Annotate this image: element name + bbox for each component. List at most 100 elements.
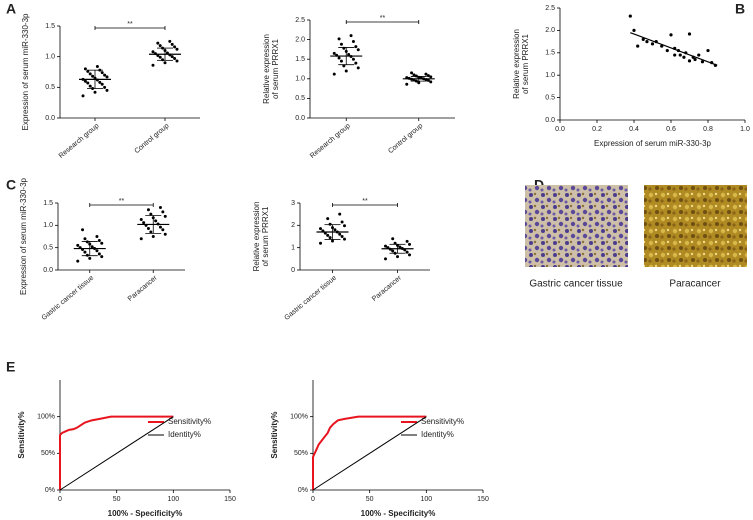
significance-label: ** (380, 15, 386, 22)
x-tick-label: 150 (477, 496, 489, 503)
data-point (173, 57, 177, 61)
roc-line (59, 416, 174, 491)
y-tick-label: 2.5 (295, 17, 305, 24)
data-point (170, 42, 174, 46)
data-point (339, 59, 343, 63)
data-point (76, 259, 80, 263)
y-tick-label: 1.0 (545, 72, 555, 79)
data-point (97, 252, 101, 256)
data-point (412, 73, 416, 77)
data-point (356, 66, 360, 70)
data-point (424, 72, 428, 76)
x-tick-label: 0 (58, 496, 62, 503)
data-point (340, 235, 344, 238)
y-tick-label: 2.0 (295, 36, 305, 43)
y-axis-label: Sensitivity% (17, 411, 26, 458)
data-point (343, 224, 346, 228)
data-point (103, 73, 107, 77)
y-axis-label: Relative expression (252, 202, 261, 272)
y-tick-label: 1 (291, 245, 295, 252)
data-point (347, 52, 351, 56)
y-axis-label: of serum PRRX1 (521, 33, 530, 94)
y-axis-label: Expression of serum miR-330-3p (19, 177, 28, 294)
y-tick-label: 0.0 (43, 267, 53, 274)
data-point (319, 227, 322, 231)
y-axis-label: Sensitivity% (270, 411, 279, 458)
data-point (384, 244, 387, 248)
y-axis-label: of serum PRRX1 (271, 38, 280, 99)
data-point (351, 40, 355, 44)
data-point (161, 58, 165, 62)
x-tick-label: 0.0 (555, 126, 565, 133)
data-point (90, 245, 94, 249)
data-point (678, 53, 682, 57)
data-point (170, 55, 174, 59)
data-point (682, 55, 686, 59)
data-point (339, 42, 343, 46)
x-tick-label: 50 (366, 496, 374, 503)
data-point (328, 236, 332, 240)
data-point (337, 56, 341, 60)
data-point (83, 67, 87, 71)
data-point (154, 219, 158, 223)
data-point (100, 255, 104, 259)
data-point (168, 39, 172, 43)
legend-label: Sensitivity% (168, 417, 211, 426)
y-tick-label: 100% (290, 414, 308, 421)
data-point (86, 69, 90, 73)
x-tick-label: 150 (224, 496, 236, 503)
data-point (83, 79, 87, 83)
data-point (100, 82, 104, 86)
data-point (396, 255, 399, 259)
histology-image (644, 185, 747, 267)
roc-line (312, 415, 427, 490)
data-point (91, 74, 95, 78)
y-axis-label: Relative expression (512, 29, 521, 99)
data-point (354, 45, 358, 49)
data-point (645, 40, 649, 44)
x-axis-label: Expression of serum miR-330-3p (594, 139, 711, 148)
data-point (161, 228, 165, 232)
data-point (398, 245, 402, 249)
roc-line (312, 416, 427, 491)
data-point (337, 37, 341, 41)
x-tick-label: 1.0 (740, 126, 750, 133)
data-point (146, 226, 150, 230)
data-point (76, 243, 80, 247)
y-tick-label: 3 (291, 200, 295, 207)
x-tick-label: 0.4 (629, 126, 639, 133)
data-point (151, 63, 155, 67)
data-point (669, 33, 673, 37)
data-point (103, 85, 107, 89)
significance-label: ** (119, 198, 125, 205)
roc-line (59, 415, 174, 490)
y-tick-label: 1.5 (43, 200, 53, 207)
data-point (665, 48, 669, 53)
data-point (384, 257, 387, 261)
data-point (328, 222, 332, 226)
data-point (354, 61, 358, 65)
data-point (333, 228, 337, 232)
y-tick-label: 0% (298, 487, 308, 494)
y-tick-label: 100% (37, 414, 55, 421)
legend-label: Identity% (421, 430, 454, 439)
data-point (391, 237, 395, 241)
data-point (175, 47, 179, 51)
data-point (706, 48, 710, 53)
image-caption: Gastric cancer tissue (529, 279, 623, 290)
data-point (326, 217, 330, 221)
data-point (163, 61, 167, 65)
y-tick-label: 2 (291, 222, 295, 229)
panel-label: B (735, 1, 745, 17)
data-point (85, 240, 89, 244)
y-tick-label: 1.0 (43, 222, 53, 229)
data-point (429, 75, 433, 79)
y-tick-label: 0.5 (45, 84, 55, 91)
y-tick-label: 1.0 (45, 54, 55, 61)
data-point (405, 250, 409, 254)
data-point (163, 232, 167, 236)
data-point (97, 239, 101, 243)
y-tick-label: 2.0 (545, 27, 555, 34)
